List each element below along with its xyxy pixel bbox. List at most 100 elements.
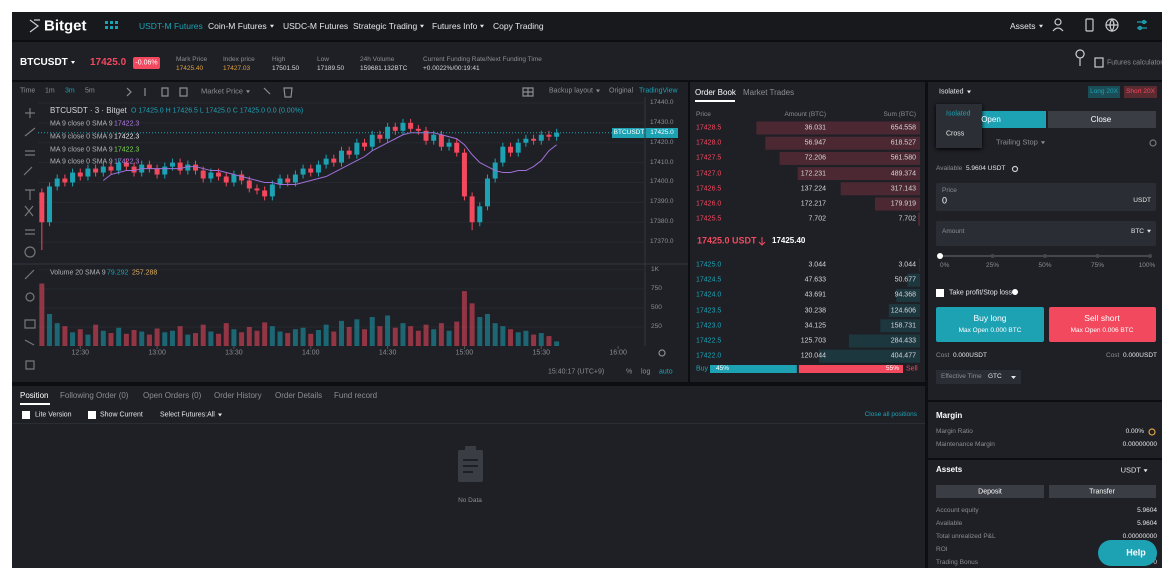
calculator-link[interactable]: Futures calculator (1107, 59, 1163, 67)
candle-body (223, 176, 229, 183)
book-amount: 120.044 (800, 352, 826, 360)
scale-log[interactable]: log (641, 368, 651, 376)
candle-body (47, 186, 53, 223)
book-sum: 7.702 (898, 215, 916, 223)
scale-auto[interactable]: auto (659, 368, 673, 376)
candle-body (216, 172, 222, 177)
book-price: 17424.5 (696, 276, 722, 284)
depth-bar (888, 304, 920, 318)
nav-item[interactable]: Futures Info (432, 22, 484, 31)
order-type[interactable]: Trailing Stop (996, 138, 1045, 146)
nav-item[interactable]: Coin-M Futures (208, 22, 274, 31)
mode-dropdown (936, 104, 982, 148)
buy-button-label[interactable]: Buy long (973, 312, 1007, 323)
book-price: 17426.5 (696, 185, 722, 193)
transfer[interactable]: Transfer (1089, 488, 1115, 495)
tpsl[interactable]: Take profit/Stop loss (949, 289, 1013, 297)
price-tick-label: 17430.0 (650, 118, 674, 126)
depth-bar (880, 319, 920, 333)
price-type[interactable]: Market Price (201, 87, 250, 95)
tab[interactable]: Following Order (0) (60, 391, 129, 400)
candle-body (346, 150, 352, 155)
tab[interactable]: Position (20, 391, 49, 400)
view-tradingview[interactable]: TradingView (639, 87, 678, 95)
ticker-bar (12, 42, 1162, 80)
unit[interactable]: BTC (1131, 228, 1151, 236)
long-leverage[interactable]: Long 20X (1090, 87, 1118, 95)
layout[interactable]: Backup layout (549, 88, 600, 95)
stat-value: 17427.03 (223, 64, 251, 72)
nav-assets[interactable]: Assets (1010, 22, 1043, 31)
mode-option[interactable]: Isolated (946, 110, 971, 118)
volume-bar (154, 328, 160, 346)
price-input (936, 183, 1156, 211)
depth-bar (848, 334, 920, 348)
volume-bar (531, 334, 537, 346)
nav-item[interactable]: USDC-M Futures (283, 20, 349, 31)
stat-label: High (272, 55, 286, 63)
checkbox-label[interactable]: Lite Version (35, 411, 72, 419)
icons (22, 18, 1157, 482)
short-leverage[interactable]: Short 20X (1126, 87, 1155, 95)
scale-percent[interactable]: % (626, 368, 633, 376)
book-sum: 561.580 (890, 154, 916, 162)
tab[interactable]: Open (981, 115, 1001, 124)
help-label[interactable]: Help (1126, 547, 1146, 558)
price-value[interactable]: 0 (942, 195, 948, 206)
mode-option[interactable]: Cross (946, 130, 965, 138)
view-original[interactable]: Original (609, 87, 634, 95)
book-sum: 284.433 (890, 337, 916, 345)
candle-body (93, 168, 99, 173)
book-amount: 125.703 (800, 337, 826, 345)
volume-bar (400, 323, 406, 346)
tab[interactable]: Close (1090, 115, 1112, 124)
tab[interactable]: Fund record (334, 391, 378, 400)
tab[interactable]: Order History (214, 391, 262, 400)
ma-value: 17422.3 (114, 120, 140, 128)
candle-body (54, 178, 60, 187)
candle-body (85, 168, 91, 177)
tab[interactable]: Order Book (695, 88, 736, 97)
order-book-panel (690, 82, 925, 382)
ma-value: 17422.3 (114, 133, 140, 141)
nav-item[interactable]: Copy Trading (493, 20, 544, 31)
margin-mode[interactable]: Isolated (939, 89, 971, 96)
tab[interactable]: Open Orders (0) (143, 391, 202, 400)
candle-body (70, 172, 76, 183)
interval[interactable]: 5m (85, 87, 95, 95)
deposit[interactable]: Deposit (978, 488, 1002, 495)
currency[interactable]: USDT (1121, 466, 1148, 474)
volume-bar (177, 326, 183, 346)
checkbox-label[interactable]: Show Current (100, 411, 143, 419)
tab[interactable]: Market Trades (743, 88, 795, 97)
depth-bar (756, 121, 920, 135)
book-amount: 172.231 (800, 170, 826, 178)
futures-select[interactable]: Select Futures:All (160, 412, 222, 419)
nav-item[interactable]: Strategic Trading (353, 22, 424, 31)
amount-input (936, 221, 1156, 246)
book-price: 17422.5 (696, 337, 722, 345)
volume-bar (277, 331, 283, 346)
tab[interactable]: Order Details (275, 391, 323, 400)
candle-body (308, 168, 314, 173)
interval[interactable]: 3m (65, 87, 75, 95)
slider-label: 25% (985, 261, 1000, 269)
book-price: 17427.0 (696, 170, 722, 178)
row-label: Trading Bonus (936, 558, 979, 566)
interval[interactable]: 1m (45, 87, 55, 95)
depth-bar (875, 197, 920, 211)
close-all[interactable]: Close all positions (864, 410, 917, 418)
candle-body (392, 126, 398, 131)
volume-bar (423, 324, 429, 346)
row-value: 5.9604 (1137, 506, 1157, 514)
nav-item[interactable]: USDT-M Futures (139, 20, 203, 31)
candle-body (62, 178, 68, 183)
volume-bar (392, 327, 398, 346)
candle-body (385, 126, 391, 139)
stat-label: 24h Volume (360, 55, 395, 63)
sell-button-label[interactable]: Sell short (1084, 312, 1120, 323)
long-leverage-box (1088, 86, 1120, 98)
mid-mark: 17425.40 (772, 236, 806, 245)
candle-body (108, 166, 114, 171)
